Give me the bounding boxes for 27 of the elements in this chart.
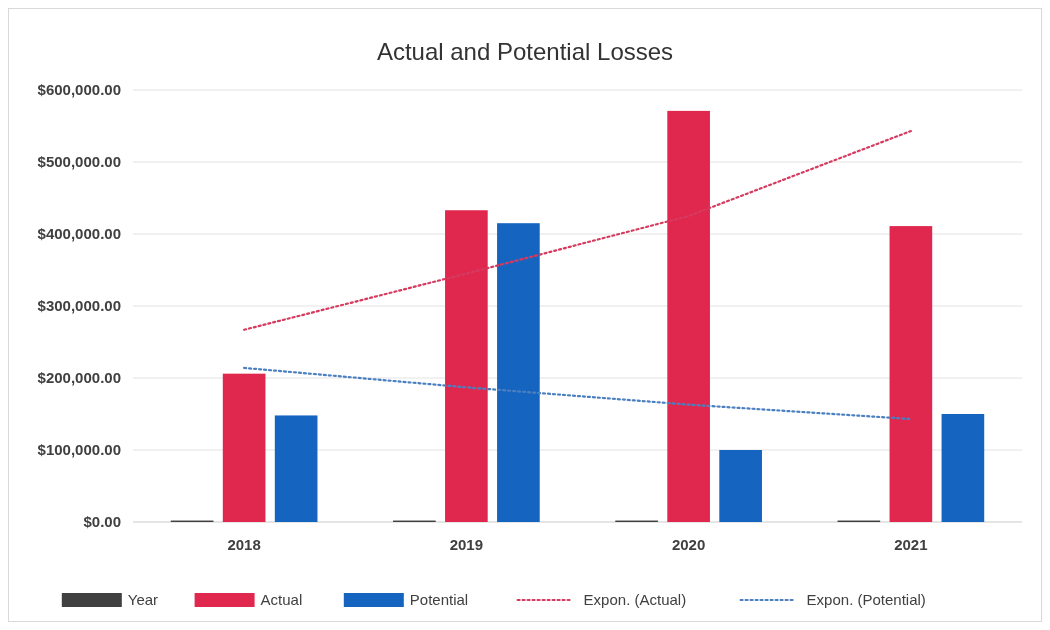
y-tick-label: $0.00 xyxy=(83,513,121,531)
x-tick-label: 2020 xyxy=(671,536,706,553)
y-tick-label: $600,000.00 xyxy=(37,81,121,99)
y-tick-label: $500,000.00 xyxy=(37,153,121,171)
y-tick-label: $400,000.00 xyxy=(37,225,121,243)
legend-label: Expon. (Potential) xyxy=(806,591,926,609)
legend-label: Potential xyxy=(409,591,469,609)
chart-title: Actual and Potential Losses xyxy=(376,38,674,65)
bar xyxy=(222,373,266,522)
bar xyxy=(719,450,762,522)
x-tick-label: 2021 xyxy=(894,536,928,553)
bar xyxy=(445,210,488,522)
bar xyxy=(667,110,710,522)
x-tick-label: 2018 xyxy=(227,536,261,553)
y-tick-label: $100,000.00 xyxy=(37,441,121,459)
legend-label: Year xyxy=(127,591,159,609)
x-tick-label: 2019 xyxy=(449,536,484,553)
y-tick-label: $300,000.00 xyxy=(37,297,121,315)
legend-label: Expon. (Actual) xyxy=(583,591,687,609)
bar xyxy=(274,415,318,522)
y-tick-label: $200,000.00 xyxy=(37,369,121,387)
line-series xyxy=(243,129,912,331)
bar xyxy=(497,223,540,522)
bar xyxy=(941,414,985,522)
legend-label: Actual xyxy=(260,591,303,609)
bar xyxy=(889,226,933,522)
line-series xyxy=(243,366,912,421)
